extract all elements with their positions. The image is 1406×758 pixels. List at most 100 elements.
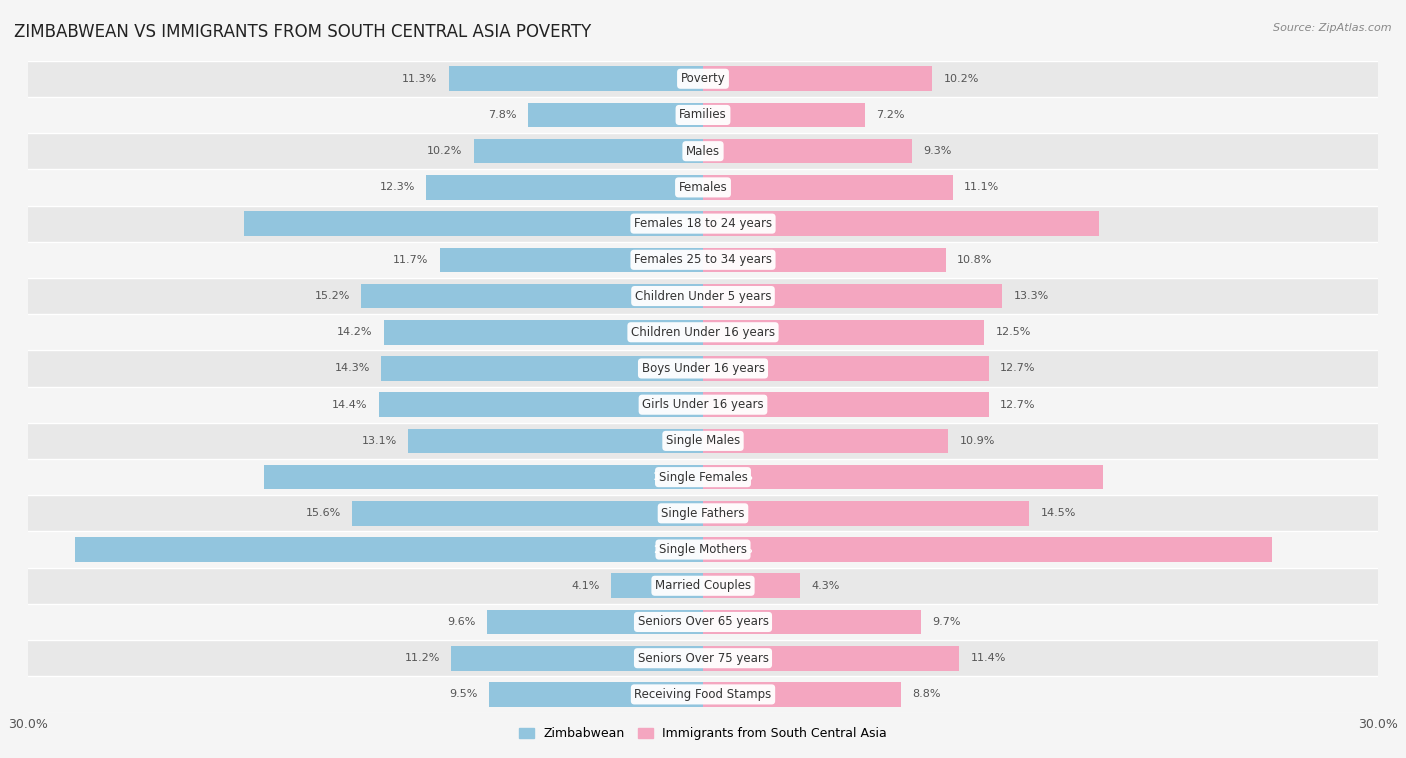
Text: Seniors Over 75 years: Seniors Over 75 years <box>637 652 769 665</box>
Bar <box>474 139 703 164</box>
Bar <box>361 283 703 309</box>
Bar <box>703 102 865 127</box>
Bar <box>28 169 1378 205</box>
Bar <box>527 102 703 127</box>
Text: 11.1%: 11.1% <box>965 183 1000 193</box>
Text: 15.6%: 15.6% <box>305 509 340 518</box>
Text: Married Couples: Married Couples <box>655 579 751 592</box>
Text: 15.2%: 15.2% <box>315 291 350 301</box>
Text: 10.9%: 10.9% <box>959 436 995 446</box>
Text: Single Mothers: Single Mothers <box>659 543 747 556</box>
Text: 11.7%: 11.7% <box>394 255 429 265</box>
Bar <box>381 356 703 381</box>
Text: 10.8%: 10.8% <box>957 255 993 265</box>
Bar <box>28 133 1378 169</box>
Bar <box>703 248 946 272</box>
Text: Girls Under 16 years: Girls Under 16 years <box>643 398 763 411</box>
Bar <box>352 501 703 525</box>
Bar <box>76 537 703 562</box>
Text: Females: Females <box>679 181 727 194</box>
Text: 9.3%: 9.3% <box>924 146 952 156</box>
Bar <box>28 205 1378 242</box>
Bar <box>28 278 1378 314</box>
Text: 25.3%: 25.3% <box>714 544 752 555</box>
Bar <box>28 640 1378 676</box>
Legend: Zimbabwean, Immigrants from South Central Asia: Zimbabwean, Immigrants from South Centra… <box>513 722 893 745</box>
Text: 12.5%: 12.5% <box>995 327 1031 337</box>
Text: 4.3%: 4.3% <box>811 581 839 590</box>
Bar <box>264 465 703 490</box>
Text: Source: ZipAtlas.com: Source: ZipAtlas.com <box>1274 23 1392 33</box>
Bar <box>449 67 703 91</box>
Text: 19.5%: 19.5% <box>654 472 692 482</box>
Bar <box>489 682 703 706</box>
Text: 12.7%: 12.7% <box>1000 399 1035 409</box>
Text: 9.7%: 9.7% <box>932 617 960 627</box>
Text: 20.4%: 20.4% <box>654 218 692 229</box>
Text: 12.3%: 12.3% <box>380 183 415 193</box>
Bar <box>703 283 1002 309</box>
Bar <box>610 574 703 598</box>
Text: Females 18 to 24 years: Females 18 to 24 years <box>634 217 772 230</box>
Bar <box>486 609 703 634</box>
Bar <box>703 67 932 91</box>
Bar <box>703 393 988 417</box>
Bar <box>28 97 1378 133</box>
Bar <box>28 423 1378 459</box>
Bar <box>703 211 1099 236</box>
Bar <box>703 356 988 381</box>
Bar <box>703 609 921 634</box>
Bar <box>451 646 703 671</box>
Text: 14.4%: 14.4% <box>332 399 368 409</box>
Bar <box>426 175 703 199</box>
Text: Poverty: Poverty <box>681 72 725 85</box>
Text: ZIMBABWEAN VS IMMIGRANTS FROM SOUTH CENTRAL ASIA POVERTY: ZIMBABWEAN VS IMMIGRANTS FROM SOUTH CENT… <box>14 23 592 41</box>
Text: 10.2%: 10.2% <box>943 74 979 83</box>
Text: Children Under 16 years: Children Under 16 years <box>631 326 775 339</box>
Bar <box>384 320 703 345</box>
Text: 11.4%: 11.4% <box>970 653 1007 663</box>
Text: 14.5%: 14.5% <box>1040 509 1076 518</box>
Bar <box>703 682 901 706</box>
Bar <box>703 465 1104 490</box>
Text: Females 25 to 34 years: Females 25 to 34 years <box>634 253 772 266</box>
Bar <box>703 175 953 199</box>
Text: 11.2%: 11.2% <box>405 653 440 663</box>
Text: 17.8%: 17.8% <box>714 472 752 482</box>
Bar <box>380 393 703 417</box>
Text: 17.6%: 17.6% <box>714 218 754 229</box>
Bar <box>28 531 1378 568</box>
Bar <box>703 537 1272 562</box>
Bar <box>28 314 1378 350</box>
Bar <box>703 501 1029 525</box>
Text: Seniors Over 65 years: Seniors Over 65 years <box>637 615 769 628</box>
Text: 10.2%: 10.2% <box>427 146 463 156</box>
Text: Families: Families <box>679 108 727 121</box>
Bar <box>28 242 1378 278</box>
Bar <box>408 428 703 453</box>
Text: 4.1%: 4.1% <box>571 581 599 590</box>
Text: Single Fathers: Single Fathers <box>661 507 745 520</box>
Bar <box>703 320 984 345</box>
Bar <box>28 676 1378 713</box>
Text: 7.8%: 7.8% <box>488 110 516 120</box>
Bar <box>28 604 1378 640</box>
Text: 13.1%: 13.1% <box>361 436 396 446</box>
Bar <box>28 387 1378 423</box>
Text: 13.3%: 13.3% <box>1014 291 1049 301</box>
Text: Receiving Food Stamps: Receiving Food Stamps <box>634 688 772 701</box>
Text: 9.5%: 9.5% <box>450 690 478 700</box>
Bar <box>28 495 1378 531</box>
Text: 8.8%: 8.8% <box>912 690 941 700</box>
Text: Boys Under 16 years: Boys Under 16 years <box>641 362 765 375</box>
Bar <box>440 248 703 272</box>
Text: Children Under 5 years: Children Under 5 years <box>634 290 772 302</box>
Bar <box>703 574 800 598</box>
Bar <box>28 350 1378 387</box>
Bar <box>703 139 912 164</box>
Text: Single Females: Single Females <box>658 471 748 484</box>
Bar <box>703 646 959 671</box>
Text: 14.2%: 14.2% <box>337 327 373 337</box>
Bar <box>28 568 1378 604</box>
Bar <box>245 211 703 236</box>
